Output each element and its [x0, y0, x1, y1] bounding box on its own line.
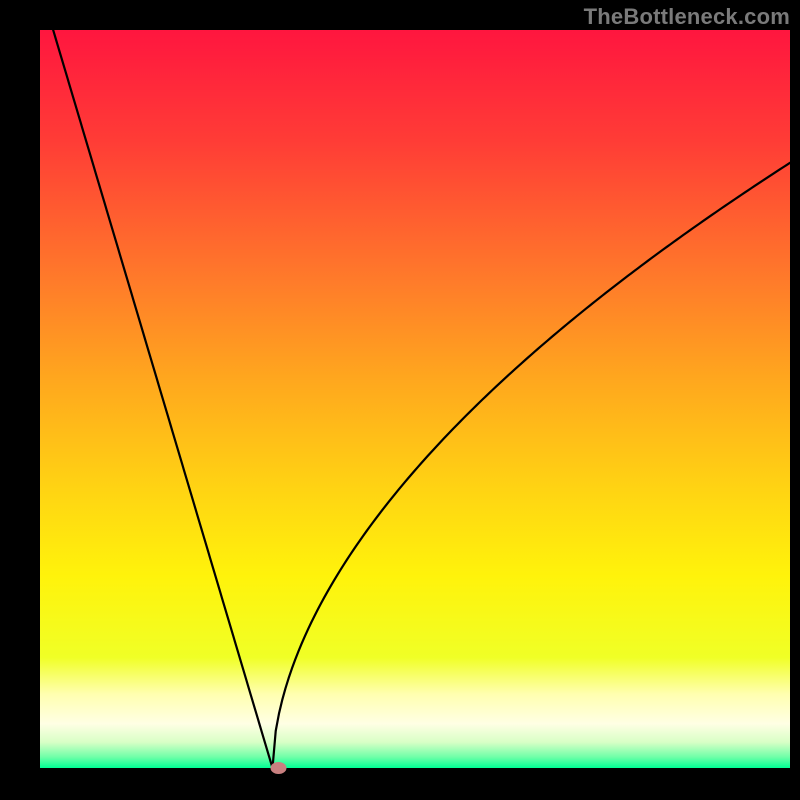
min-marker	[271, 762, 287, 774]
chart-container: TheBottleneck.com	[0, 0, 800, 800]
bottleneck-chart	[0, 0, 800, 800]
watermark-text: TheBottleneck.com	[584, 4, 790, 30]
